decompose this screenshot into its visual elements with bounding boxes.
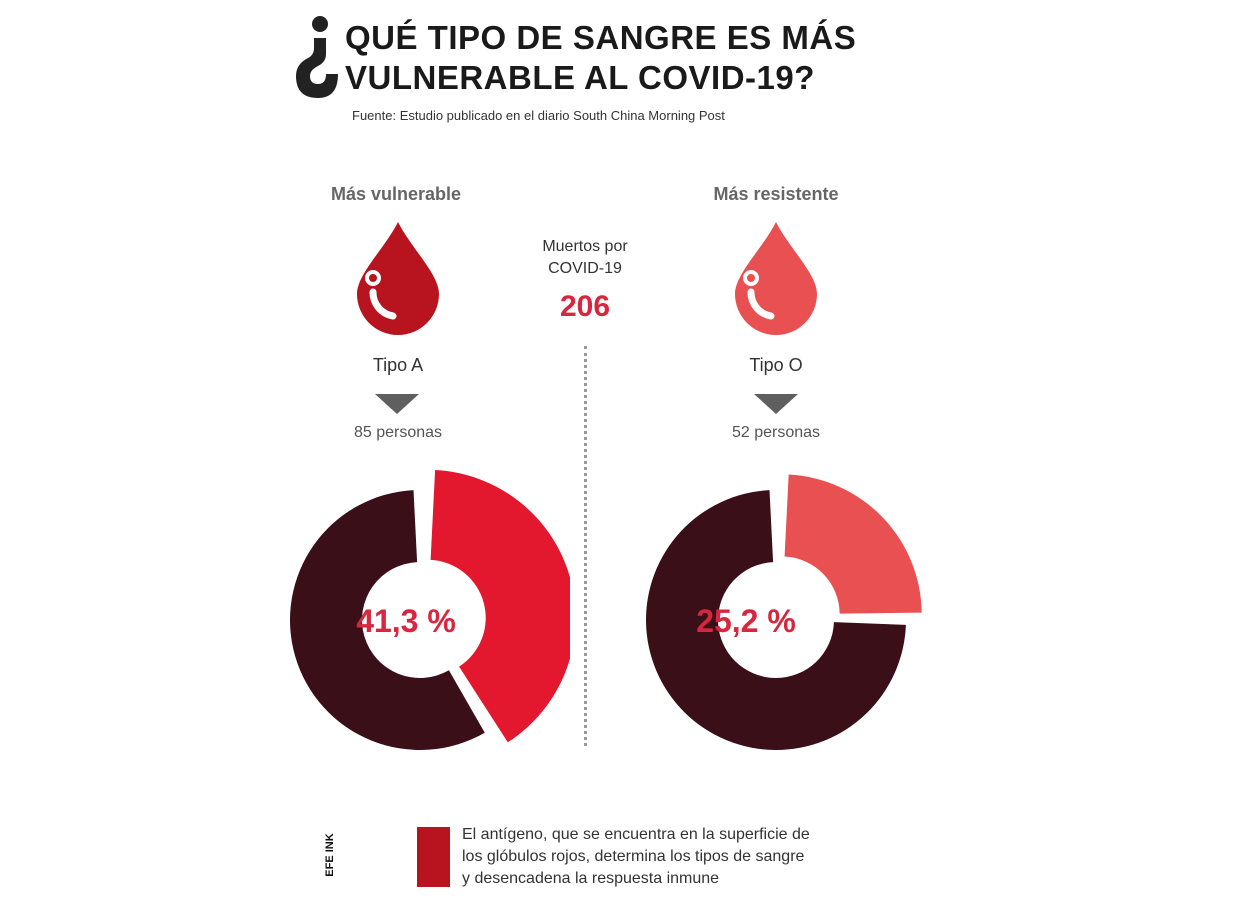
donut-chart-type-a: 41,3 %: [290, 470, 570, 750]
page-title: QUÉ TIPO DE SANGRE ES MÁS VULNERABLE AL …: [345, 18, 856, 98]
type-o-count: 52 personas: [731, 424, 821, 441]
type-o-slice-highlight: [784, 474, 922, 614]
heading-resistant: Más resistente: [713, 184, 839, 204]
legend-line-3: y desencadena la respuesta inmune: [462, 870, 720, 887]
legend-line-1: El antígeno, que se encuentra en la supe…: [462, 826, 810, 843]
legend-swatch: [417, 827, 450, 887]
down-triangle-icon: [754, 394, 798, 414]
question-mark-icon: [296, 16, 338, 98]
type-a-slice-rest: [290, 490, 485, 750]
title-line-1: QUÉ TIPO DE SANGRE ES MÁS: [345, 19, 857, 56]
logo-text: EFE INK: [324, 833, 336, 876]
legend-text: El antígeno, que se encuentra en la supe…: [462, 824, 822, 890]
blood-drop-icon-type-a: [357, 222, 439, 335]
blood-drop-icon-type-o: [735, 222, 817, 335]
type-o-slice-rest: [646, 490, 906, 750]
source-text: Fuente: Estudio publicado en el diario S…: [352, 108, 725, 123]
type-a-slice-highlight: [430, 470, 570, 743]
down-triangle-icon: [375, 394, 419, 414]
percent-label-type-o: 25,2 %: [696, 603, 796, 639]
donut-chart-type-o: 25,2 %: [646, 474, 922, 750]
deaths-label-line-2: COVID-19: [548, 260, 622, 277]
title-line-2: VULNERABLE AL COVID-19?: [345, 59, 815, 96]
type-a-count: 85 personas: [353, 424, 443, 441]
percent-label-type-a: 41,3 %: [356, 603, 456, 639]
legend-line-2: los glóbulos rojos, determina los tipos …: [462, 848, 805, 865]
deaths-value: 206: [559, 290, 611, 323]
deaths-label-line-1: Muertos por: [542, 238, 628, 255]
deaths-label: Muertos por COVID-19: [520, 236, 650, 280]
type-a-label: Tipo A: [372, 355, 424, 375]
heading-vulnerable: Más vulnerable: [330, 184, 462, 204]
efe-ink-logo: EFE INK: [322, 822, 344, 888]
type-o-label: Tipo O: [749, 355, 803, 375]
dotted-divider: [584, 346, 587, 746]
